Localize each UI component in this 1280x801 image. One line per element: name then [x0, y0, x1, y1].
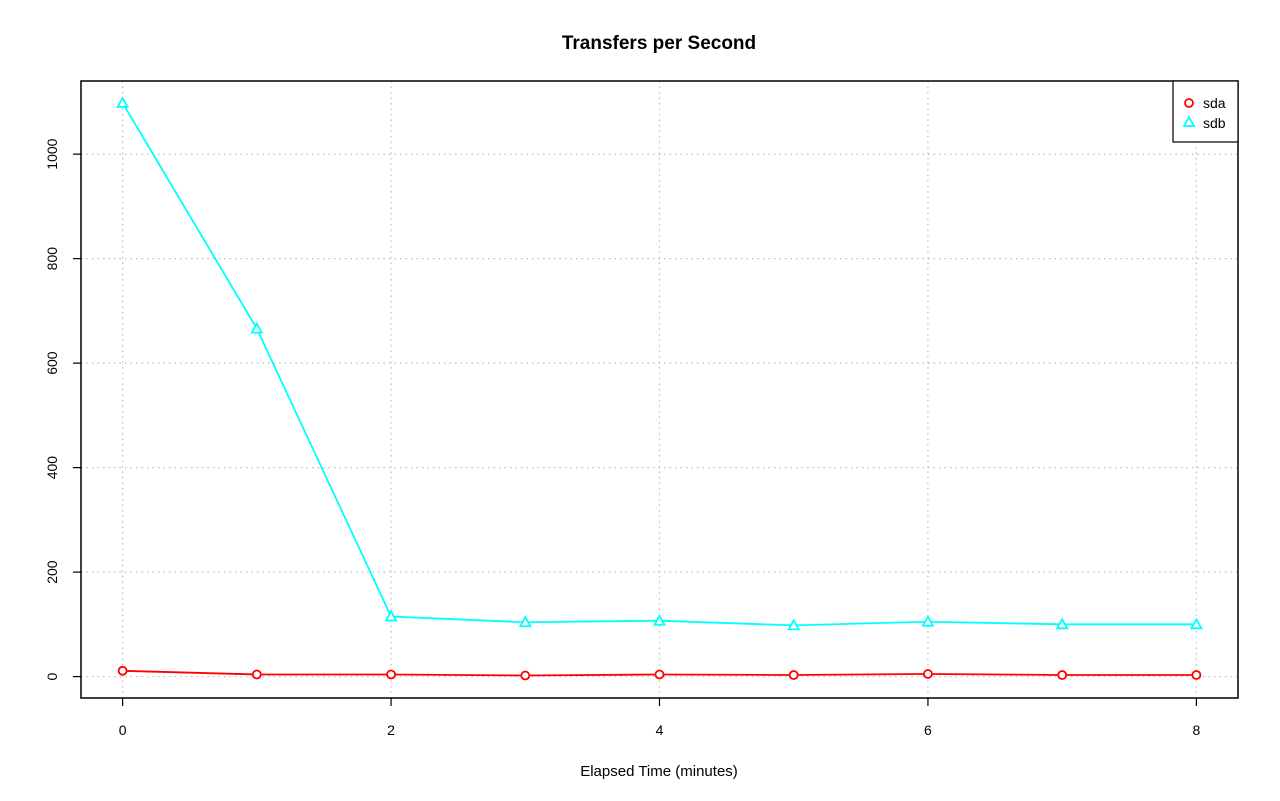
data-point-sdb [1189, 617, 1203, 630]
x-tick-label: 6 [924, 722, 932, 738]
data-point-sdb [384, 609, 398, 622]
data-point-sdb [116, 96, 130, 108]
data-point-sda [788, 670, 799, 680]
data-point-sda [117, 665, 128, 676]
data-point-sda [386, 669, 396, 680]
data-point-sda [1191, 670, 1202, 680]
legend-label-sdb: sdb [1203, 115, 1226, 131]
data-point-sdb [518, 615, 532, 628]
legend-label-sda: sda [1203, 95, 1226, 111]
x-tick-label: 8 [1192, 722, 1200, 738]
x-tick-label: 4 [656, 722, 664, 738]
data-point-sda [1057, 670, 1068, 680]
grid [81, 81, 1238, 698]
data-point-sdb [1055, 617, 1069, 630]
series-layer [116, 96, 1203, 681]
axes: 0 2 4 6 8 0 200 400 600 800 1000 [44, 138, 1200, 738]
data-point-sda [923, 669, 933, 679]
legend-box [1172, 80, 1239, 143]
y-tick-label: 1000 [44, 138, 60, 169]
y-tick-label: 600 [44, 351, 60, 375]
series-sdb [116, 96, 1203, 631]
data-point-sdb [921, 614, 935, 627]
data-point-sda [251, 669, 262, 680]
y-tick-label: 200 [44, 560, 60, 584]
chart-title: Transfers per Second [562, 33, 756, 54]
x-tick-label: 2 [387, 722, 395, 738]
data-point-sda [520, 670, 531, 681]
legend-marker-sdb [1182, 115, 1196, 127]
x-axis-label: Elapsed Time (minutes) [580, 763, 738, 780]
data-point-sda [654, 669, 665, 680]
y-tick-label: 800 [44, 247, 60, 271]
x-tick-label: 0 [119, 722, 127, 738]
legend: sda sdb [1172, 80, 1239, 143]
y-tick-label: 400 [44, 456, 60, 480]
data-point-sdb [787, 618, 801, 631]
series-sda [117, 665, 1202, 681]
y-tick-label: 0 [44, 672, 60, 680]
data-point-sdb [652, 613, 667, 626]
legend-marker-sda [1184, 98, 1194, 108]
data-point-sdb [250, 321, 264, 334]
